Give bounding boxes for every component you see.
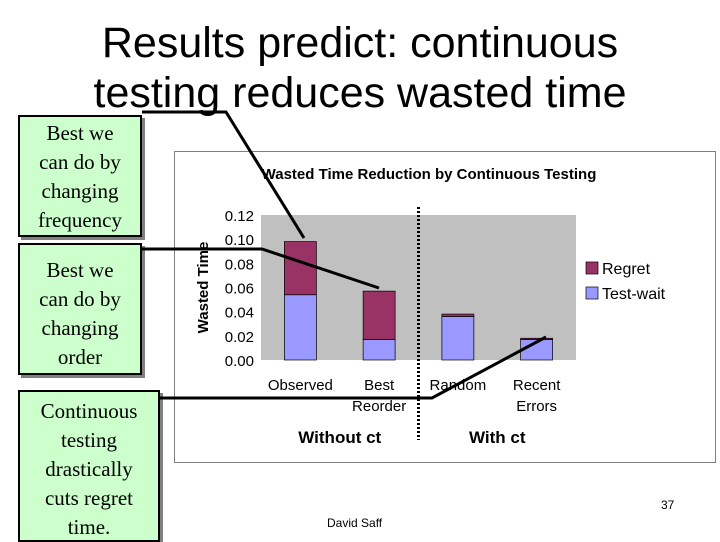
callout-frequency: Best we can do by changing frequency xyxy=(18,115,142,237)
callout-continuous-line: testing xyxy=(61,428,117,452)
callout-order-line: can do by xyxy=(39,287,121,311)
bar-segment-regret xyxy=(362,290,396,340)
callout-order: Best we can do by changing order xyxy=(18,243,142,375)
y-axis-label: Wasted Time xyxy=(195,242,212,334)
callout-frequency-line: Best we xyxy=(46,121,114,145)
y-tick-label: 0.04 xyxy=(225,305,254,322)
callout-order-line: order xyxy=(57,345,103,369)
x-tick-label: Observed xyxy=(268,377,333,394)
x-tick-label: Errors xyxy=(516,398,557,415)
legend-label: Regret xyxy=(602,261,651,278)
legend-swatch-test-wait xyxy=(585,286,599,300)
slide-title-line-1: Results predict: continuous xyxy=(101,19,619,67)
group-label: With ct xyxy=(469,428,526,447)
callout-order-line: Best we xyxy=(46,258,114,282)
bar-segment-regret xyxy=(441,313,475,317)
x-tick-label: Best xyxy=(364,377,395,394)
x-tick-label: Recent xyxy=(513,377,561,394)
stacked-bar-chart: Wasted Time Reduction by Continuous Test… xyxy=(195,166,666,447)
y-tick-label: 0.06 xyxy=(225,281,254,298)
legend-swatch-regret xyxy=(585,261,599,275)
group-label: Without ct xyxy=(298,428,381,447)
chart-title: Wasted Time Reduction by Continuous Test… xyxy=(262,166,597,183)
callout-continuous-line: Continuous xyxy=(40,399,138,423)
page-number: 37 xyxy=(661,498,675,512)
bar-segment-test-wait xyxy=(520,339,553,361)
chart-panel: Wasted Time Reduction by Continuous Test… xyxy=(174,151,716,463)
callout-continuous-line: cuts regret xyxy=(44,486,134,510)
y-tick-label: 0.02 xyxy=(225,329,254,346)
x-tick-label: Random xyxy=(430,377,487,394)
bar-segment-regret xyxy=(284,241,317,296)
bar-segment-test-wait xyxy=(441,316,475,361)
y-tick-label: 0.08 xyxy=(225,256,254,273)
footer-author: David Saff xyxy=(327,516,383,530)
callout-continuous-testing: Continuous testing drastically cuts regr… xyxy=(18,390,160,542)
callout-frequency-line: can do by xyxy=(39,150,121,174)
bar-segment-regret xyxy=(520,337,553,340)
x-tick-label: Reorder xyxy=(352,398,406,415)
y-tick-label: 0.12 xyxy=(225,208,254,225)
callout-continuous-line: drastically xyxy=(45,457,133,481)
callout-frequency-line: changing xyxy=(41,179,119,203)
callout-frequency-line: frequency xyxy=(38,208,122,232)
bar-segment-test-wait xyxy=(362,339,396,361)
legend-label: Test-wait xyxy=(602,286,666,303)
slide-title: Results predict: continuous testing redu… xyxy=(60,18,660,118)
y-tick-label: 0.00 xyxy=(225,353,254,370)
y-tick-label: 0.10 xyxy=(225,232,254,249)
callout-continuous-line: time. xyxy=(67,515,111,539)
callout-order-line: changing xyxy=(41,316,119,340)
slide-title-line-2: testing reduces wasted time xyxy=(93,69,627,117)
bar-segment-test-wait xyxy=(284,294,317,361)
